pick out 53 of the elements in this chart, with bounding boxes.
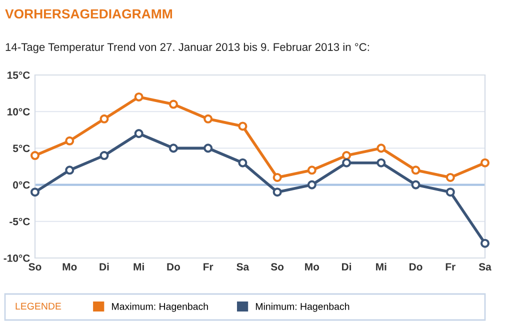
- legend-label: Minimum: Hagenbach: [256, 302, 350, 312]
- point: [30, 151, 40, 160]
- x-tick-label: Fr: [446, 263, 456, 270]
- x-tick-label: Do: [410, 263, 422, 271]
- x-tick-label: Sa: [478, 263, 492, 271]
- point: [204, 144, 213, 153]
- point: [307, 166, 316, 175]
- point: [272, 172, 282, 182]
- x-tick-label: Di: [342, 262, 352, 270]
- x-tick-label: Mi: [134, 262, 144, 270]
- point: [204, 114, 213, 124]
- x-tick-label: So: [270, 263, 284, 271]
- point: [411, 180, 420, 190]
- point: [480, 158, 490, 168]
- y-tick-label: 5°C: [12, 144, 30, 152]
- point: [480, 238, 490, 248]
- y-tick-label: 10°C: [8, 108, 30, 116]
- chart-title: VORHERSAGEDIAGRAMM: [5, 9, 172, 19]
- point: [100, 114, 109, 124]
- x-tick-label: Di: [100, 262, 109, 270]
- legend-title: LEGENDE: [16, 302, 62, 310]
- y-tick-label: 0°C: [13, 181, 30, 189]
- x-tick-label: Do: [167, 263, 180, 271]
- point: [65, 166, 74, 175]
- point: [376, 144, 386, 153]
- point: [446, 188, 455, 197]
- point: [134, 129, 144, 138]
- x-tick-label: Mo: [305, 263, 320, 271]
- point: [342, 158, 352, 168]
- x-tick-label: Fr: [204, 263, 214, 270]
- point: [65, 136, 74, 146]
- point: [100, 151, 109, 160]
- y-tick-label: 15°C: [8, 72, 30, 79]
- x-tick-label: Sa: [236, 263, 250, 271]
- x-tick-label: Mi: [376, 262, 386, 270]
- y-tick-label: -10°C: [4, 254, 30, 262]
- point: [446, 172, 455, 182]
- point: [411, 166, 420, 175]
- y-tick-label: -5°C: [10, 218, 30, 226]
- point: [238, 122, 248, 131]
- point: [168, 144, 178, 153]
- point: [272, 188, 282, 197]
- chart-subtitle: 14-Tage Temperatur Trend von 27. Januar 2013 bis 9. Februar 2013 in °C:: [6, 42, 369, 54]
- point: [238, 158, 248, 168]
- point: [307, 180, 316, 190]
- point: [134, 92, 144, 102]
- x-tick-label: Mo: [62, 263, 77, 271]
- point: [30, 188, 40, 197]
- point: [342, 151, 352, 160]
- x-tick-label: So: [28, 263, 42, 271]
- point: [376, 158, 386, 168]
- legend-label: Maximum: Hagenbach: [112, 302, 208, 312]
- point: [168, 100, 178, 109]
